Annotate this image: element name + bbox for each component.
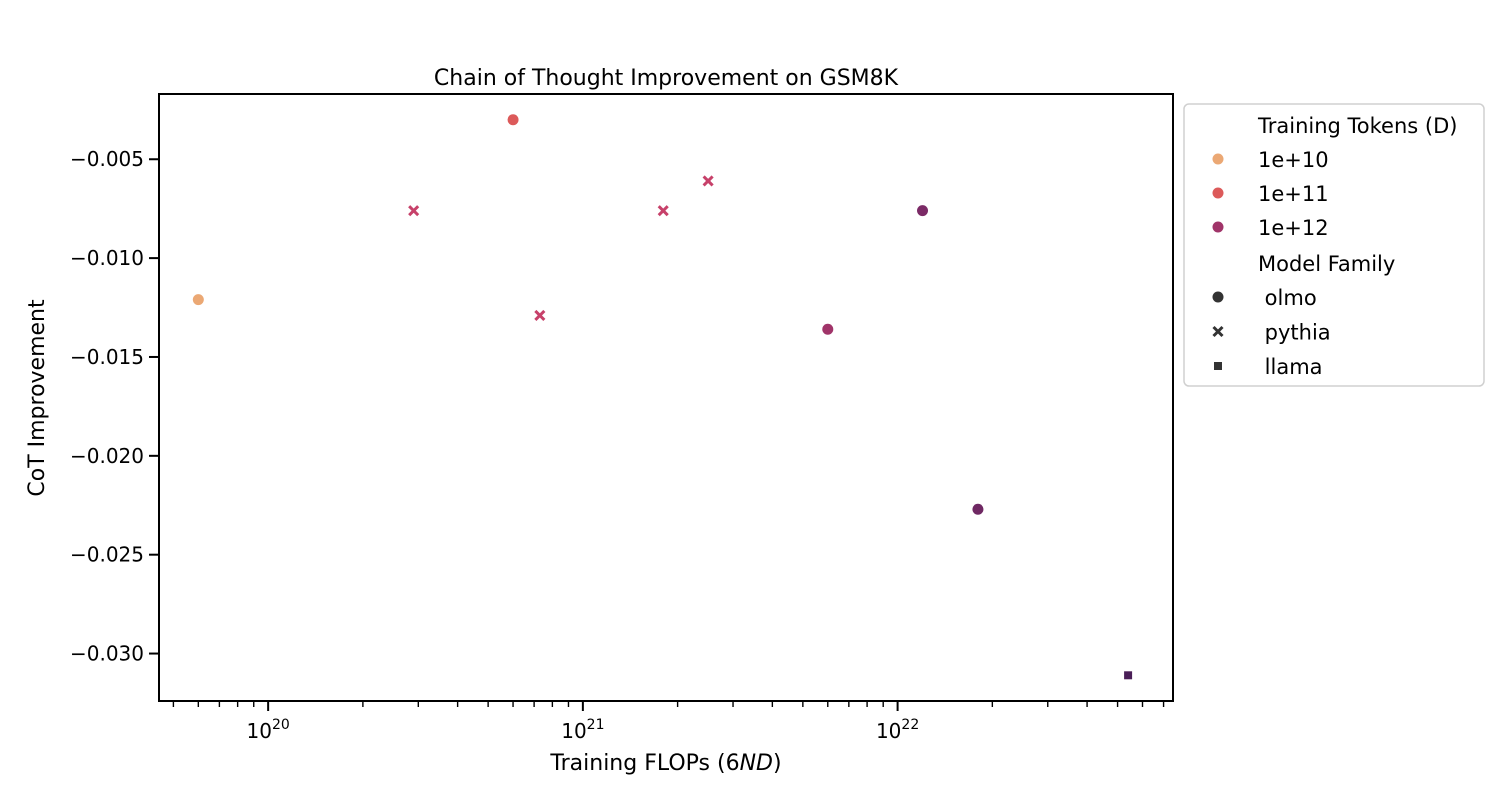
y-axis-label: CoT Improvement [25, 299, 50, 497]
x-tick-label: 1021 [561, 717, 604, 743]
x-axis: 1020 1021 1022 [172, 701, 1165, 743]
chart-title: Chain of Thought Improvement on GSM8K [434, 66, 899, 91]
x-axis-label-prefix: Training FLOPs (6 [549, 751, 739, 776]
legend: Training Tokens (D) 1e+10 1e+11 1e+12 Model … [1183, 103, 1485, 387]
data-point-olmo [917, 205, 929, 217]
legend-style-title: Model Family [1258, 252, 1395, 276]
data-point-olmo [822, 323, 834, 335]
data-point-pythia [657, 205, 669, 217]
x-tick-label: 1020 [247, 717, 290, 743]
legend-style-marker [1212, 325, 1224, 338]
y-tick-label: −0.010 [70, 246, 144, 270]
legend-style-marker [1212, 291, 1224, 303]
plot-area [158, 93, 1174, 702]
legend-hue-label: 1e+11 [1258, 182, 1329, 206]
y-tick-label: −0.030 [70, 642, 144, 666]
y-tick-label: −0.025 [70, 543, 144, 567]
x-axis-label: Training FLOPs (6ND) [549, 751, 781, 776]
legend-style-label: llama [1258, 355, 1323, 379]
marker-stroke [1212, 325, 1224, 338]
y-axis: −0.005 −0.010 −0.015 −0.020 −0.025 −0.030 [70, 147, 159, 666]
x-axis-label-italic: ND [740, 751, 773, 776]
legend-style-marker [1214, 362, 1222, 370]
data-point-pythia [408, 205, 420, 217]
x-tick-label: 1022 [876, 717, 919, 743]
data-point-olmo [972, 503, 984, 515]
marker-stroke [408, 205, 420, 217]
marker-stroke [702, 175, 714, 187]
legend-hue-marker [1212, 153, 1224, 165]
y-tick-label: −0.005 [70, 147, 144, 171]
legend-style-label: olmo [1258, 286, 1317, 310]
y-tick-label: −0.015 [70, 345, 144, 369]
legend-hue-marker [1212, 221, 1224, 233]
legend-style-label: pythia [1258, 321, 1331, 345]
data-point-pythia [702, 175, 714, 187]
legend-box [1183, 103, 1485, 387]
marker-stroke [657, 205, 669, 217]
legend-hue-label: 1e+12 [1258, 216, 1329, 240]
y-tick-label: −0.020 [70, 444, 144, 468]
marker-stroke [534, 309, 546, 322]
data-point-olmo [507, 114, 519, 126]
data-point-olmo [192, 294, 204, 306]
legend-hue-title: Training Tokens (D) [1257, 114, 1457, 138]
plot-frame [158, 93, 1174, 702]
data-point-pythia [534, 309, 546, 322]
legend-hue-label: 1e+10 [1258, 148, 1329, 172]
x-axis-label-suffix: ) [773, 751, 782, 776]
data-point-llama [1124, 671, 1133, 680]
legend-hue-marker [1212, 187, 1224, 199]
